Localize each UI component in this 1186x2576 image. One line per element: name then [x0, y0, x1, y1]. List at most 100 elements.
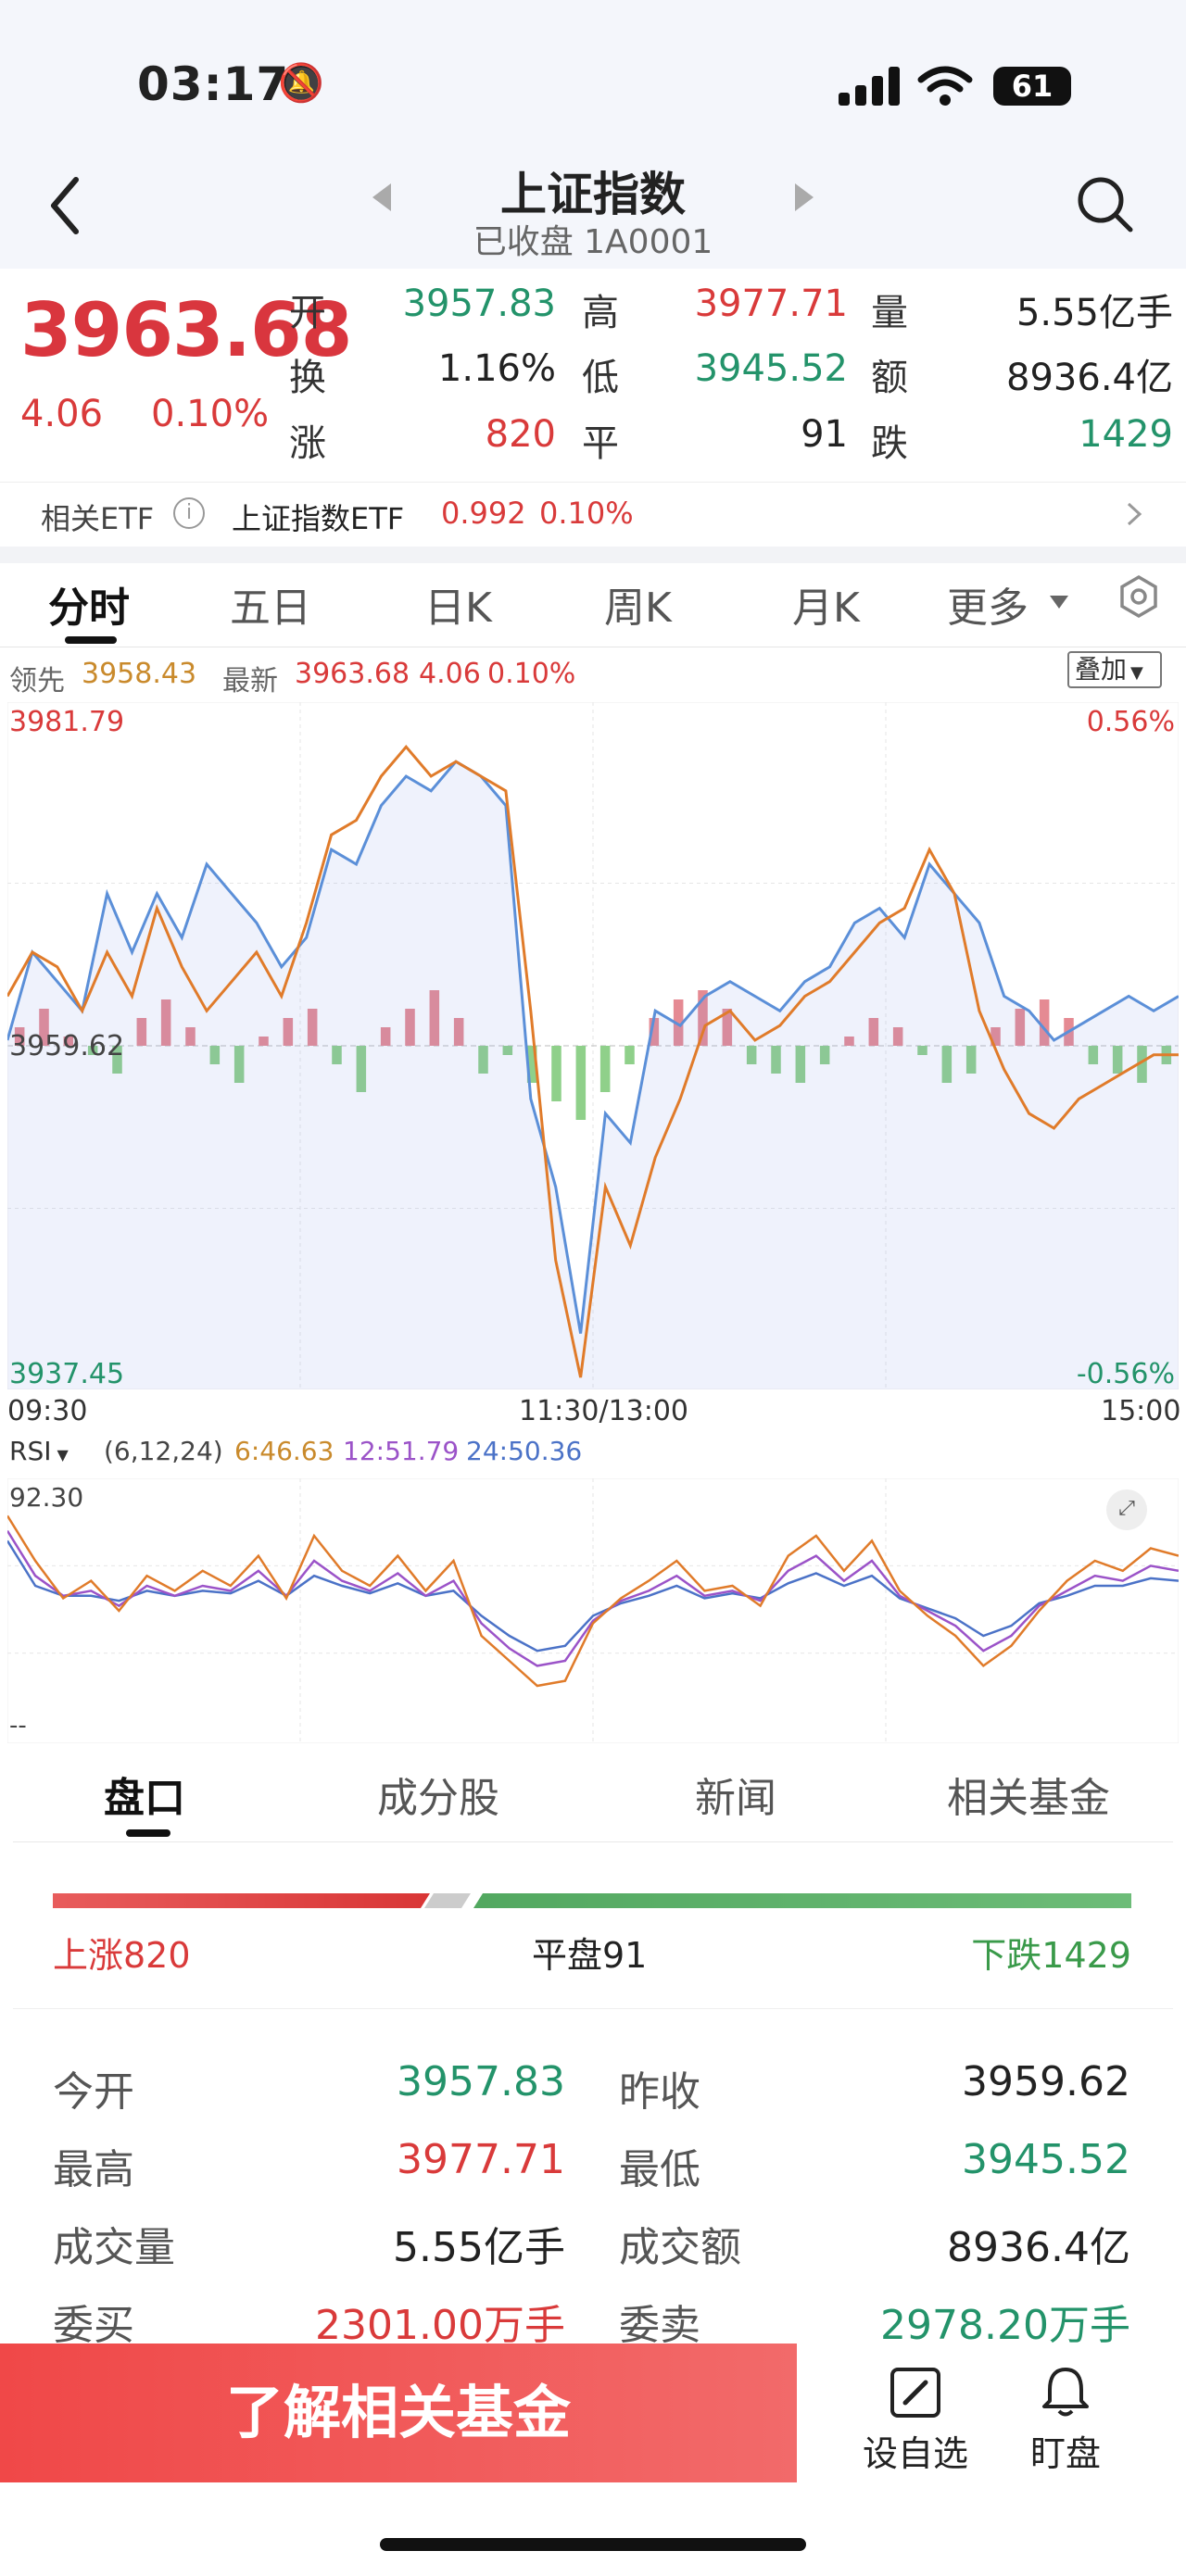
volume-bar — [332, 1046, 342, 1064]
legend-latest-label: 最新 — [222, 665, 278, 697]
tab-daily-k[interactable]: 日K — [424, 584, 492, 632]
today-open-value: 3957.83 — [397, 2058, 565, 2105]
add-watchlist-button[interactable]: 设自选 — [852, 2358, 978, 2479]
search-icon[interactable] — [1075, 174, 1134, 233]
header — [0, 167, 1186, 269]
volume-bar — [1088, 1046, 1099, 1064]
tab-more[interactable]: 更多 — [947, 584, 1028, 632]
mute-icon: 🔕 — [278, 62, 324, 105]
legend-latest-value: 3963.68 — [295, 658, 410, 690]
rsi-caret-icon: ▼ — [57, 1446, 69, 1464]
tab-monthly-k[interactable]: 月K — [792, 584, 860, 632]
info-icon[interactable]: i — [173, 497, 205, 529]
series-line-1 — [7, 744, 1179, 1378]
tab-order-book[interactable]: 盘口 — [104, 1775, 185, 1822]
up-label: 涨 — [289, 422, 326, 465]
bell-icon — [1042, 2368, 1089, 2417]
prev-close-label: 昨收 — [619, 2068, 700, 2116]
rsi-y-bottom-label: -- — [9, 1712, 27, 1740]
day-low-label: 最低 — [619, 2146, 700, 2193]
rsi-chart[interactable] — [7, 1478, 1179, 1743]
edit-icon — [890, 2368, 940, 2418]
volume-bar — [990, 1027, 1001, 1046]
rsi-selector[interactable]: RSI ▼ — [9, 1436, 69, 1466]
dropdown-caret-icon[interactable] — [1050, 596, 1068, 609]
tab-related-funds[interactable]: 相关基金 — [947, 1775, 1110, 1822]
volume-bar — [405, 1009, 415, 1046]
tab-weekly-k[interactable]: 周K — [604, 584, 672, 632]
open-value: 3957.83 — [402, 283, 556, 325]
volume-bar — [63, 1037, 74, 1046]
volume-value: 5.55亿手 — [1016, 292, 1173, 334]
volume-bar — [673, 999, 684, 1046]
volume-bar — [429, 990, 440, 1046]
volume-bar — [14, 1027, 25, 1046]
rsi-y-top-label: 92.30 — [9, 1482, 84, 1513]
y-axis-mid-label: 3959.62 — [9, 1030, 125, 1062]
volume-bar — [965, 1046, 977, 1074]
tab-news[interactable]: 新闻 — [695, 1775, 776, 1822]
volume-bar — [892, 1027, 903, 1046]
volume-bar — [575, 1046, 587, 1120]
breadth-up-bar — [53, 1893, 430, 1908]
volume-bar — [795, 1046, 806, 1083]
wifi-icon — [917, 66, 973, 106]
turnover-label: 换 — [289, 357, 326, 399]
signal-icon — [839, 67, 900, 106]
volume-bar — [307, 1009, 318, 1046]
up-value: 820 — [485, 413, 556, 456]
volume-bar — [698, 990, 708, 1046]
day-high-label: 最高 — [53, 2146, 134, 2193]
section-tab-underline — [126, 1829, 170, 1837]
volume-bar — [844, 1037, 854, 1046]
learn-funds-button[interactable]: 了解相关基金 — [0, 2344, 797, 2482]
expand-chart-icon[interactable]: ⤢ — [1106, 1489, 1147, 1530]
intraday-chart[interactable] — [7, 702, 1179, 1389]
amount-detail-value: 8936.4亿 — [947, 2224, 1130, 2271]
back-icon[interactable] — [46, 176, 83, 235]
amount-label: 额 — [871, 357, 908, 399]
monitor-button[interactable]: 盯盘 — [1010, 2358, 1121, 2479]
status-bar — [0, 0, 1186, 167]
volume-bar — [39, 1009, 49, 1046]
volume-bar — [649, 1018, 660, 1046]
volume-bar — [868, 1018, 879, 1046]
tab-intraday[interactable]: 分时 — [48, 584, 130, 632]
volume-bar — [625, 1046, 635, 1064]
volume-bar — [771, 1046, 781, 1074]
x-axis-end-label: 15:00 — [1101, 1395, 1181, 1427]
breadth-down-label: 下跌1429 — [971, 1935, 1131, 1976]
volume-bar — [112, 1046, 122, 1074]
chevron-right-icon[interactable] — [1125, 500, 1143, 528]
rsi6-value: 6:46.63 — [234, 1436, 334, 1466]
tab-five-day[interactable]: 五日 — [230, 584, 311, 632]
bid-value: 2301.00万手 — [315, 2302, 565, 2349]
volume-bar — [551, 1046, 561, 1101]
today-open-label: 今开 — [53, 2068, 134, 2116]
etf-name[interactable]: 上证指数ETF — [232, 501, 405, 536]
overlay-button-label: 叠加 — [1075, 654, 1128, 685]
home-indicator — [380, 2538, 806, 2551]
flat-value: 91 — [801, 413, 848, 456]
volume-bar — [259, 1037, 269, 1046]
index-change: 4.06 — [20, 393, 104, 435]
tab-constituents[interactable]: 成分股 — [377, 1775, 499, 1822]
volume-bar — [599, 1046, 611, 1092]
breadth-up-label: 上涨820 — [53, 1935, 191, 1976]
volume-bar — [746, 1046, 757, 1064]
breadth-flat-bar — [424, 1893, 471, 1908]
settings-icon[interactable] — [1117, 574, 1161, 619]
amount-value: 8936.4亿 — [1006, 357, 1173, 399]
status-time: 03:17 — [137, 57, 290, 111]
volume-bar — [722, 1009, 733, 1046]
next-index-icon[interactable] — [793, 182, 815, 213]
prev-index-icon[interactable] — [371, 182, 393, 213]
etf-bar[interactable] — [0, 482, 1186, 547]
volume-bar — [160, 999, 171, 1046]
pct-axis-bottom-label: -0.56% — [1076, 1358, 1175, 1390]
volume-bar — [356, 1046, 367, 1092]
volume-detail-value: 5.55亿手 — [393, 2224, 565, 2271]
volume-bar — [1039, 999, 1050, 1046]
high-label: 高 — [582, 292, 619, 334]
overlay-button[interactable]: 叠加 ▼ — [1067, 651, 1162, 688]
